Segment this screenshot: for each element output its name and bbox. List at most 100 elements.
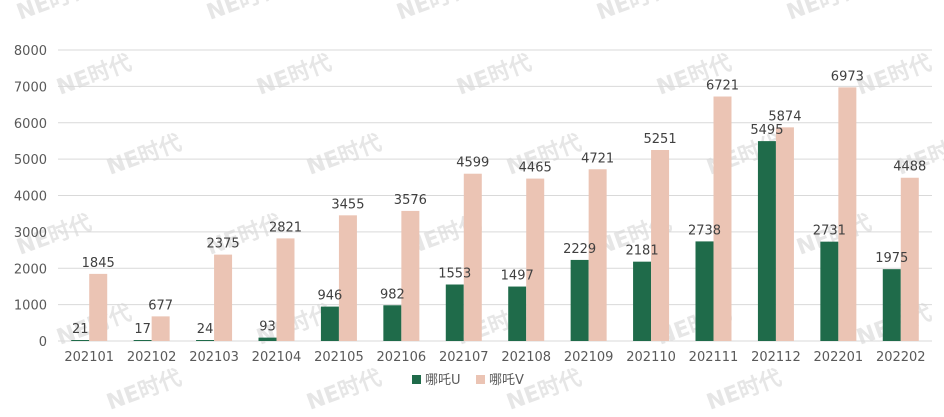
data-label: 5495 [750,123,783,138]
y-tick-label: 8000 [14,44,47,59]
data-label: 3455 [331,197,364,212]
y-tick-label: 6000 [14,117,47,132]
bar-series-v [214,254,233,341]
bar-series-v [775,127,794,341]
watermark-text: NE时代 [304,366,385,416]
watermark-text: NE时代 [594,0,675,26]
data-label: 17 [134,322,151,337]
x-tick-label: 202105 [314,350,364,365]
x-tick-label: 202103 [189,350,239,365]
legend-swatch [476,375,485,384]
data-label: 4465 [519,161,552,176]
data-label: 1553 [438,267,471,282]
data-label: 2738 [688,223,721,238]
watermark-text: NE时代 [704,366,785,416]
bar-series-u [695,241,714,341]
data-label: 2229 [563,242,596,257]
y-tick-label: 2000 [14,262,47,277]
bar-series-u [383,305,402,341]
bar-series-u [882,269,901,341]
bar-series-u [570,259,589,341]
x-tick-label: 202110 [626,350,676,365]
data-label: 2181 [626,244,659,259]
x-tick-label: 202101 [64,350,114,365]
y-tick-label: 5000 [14,153,47,168]
data-label: 2375 [207,237,240,252]
data-label: 93 [259,320,276,335]
watermark-text: NE时代 [54,51,135,101]
x-tick-label: 202112 [751,350,801,365]
data-label: 4721 [581,151,614,166]
watermark-text: NE时代 [104,366,185,416]
bar-series-u [196,340,215,341]
data-label: 24 [197,322,214,337]
y-tick-label: 0 [39,335,47,350]
y-tick-label: 4000 [14,190,47,205]
bar-series-v [713,96,732,342]
bar-series-v [526,178,545,341]
watermark-text: NE时代 [304,131,385,181]
x-tick-label: 202201 [814,350,864,365]
data-label: 4599 [456,156,489,171]
watermark-text: NE时代 [254,51,335,101]
data-label: 6973 [831,69,864,84]
data-label: 3576 [394,193,427,208]
data-label: 1497 [501,269,534,284]
x-axis: 202101 202102 202103 202104 202105 202106 2021… [64,350,925,365]
watermark-text: NE时代 [454,51,535,101]
data-label: 677 [148,298,173,313]
watermark-text: NE时代 [784,0,865,26]
y-axis: 0 1000 2000 3000 4000 5000 6000 7000 8000 [14,44,47,350]
data-label: 2731 [813,224,846,239]
bars [71,87,919,342]
bar-series-u [320,306,339,341]
x-tick-label: 202109 [564,350,614,365]
legend-label: 哪吒U [425,373,461,388]
data-label: 5874 [768,109,801,124]
watermark-text: NE时代 [394,0,475,26]
data-label: 21 [72,322,89,337]
data-label: 946 [318,289,343,304]
bar-series-u [445,284,464,341]
bar-series-u [820,241,839,341]
data-label: 6721 [706,79,739,94]
bar-series-v [338,215,357,341]
y-tick-label: 3000 [14,226,47,241]
x-tick-label: 202102 [127,350,177,365]
y-tick-label: 7000 [14,80,47,95]
bar-series-v [151,316,170,341]
legend-label: 哪吒V [489,373,524,388]
bar-series-v [588,169,607,341]
watermark-text: NE时代 [854,51,935,101]
x-tick-label: 202104 [252,350,302,365]
data-label: 1975 [875,251,908,266]
bar-series-v [401,210,420,341]
bar-series-u [508,286,527,341]
legend-swatch [412,375,421,384]
bar-series-v [900,177,919,341]
legend: 哪吒U 哪吒V [412,373,524,388]
data-label: 2821 [269,220,302,235]
bar-series-u [258,337,277,341]
gridlines [58,49,932,342]
bar-series-u [757,141,776,341]
x-tick-label: 202111 [689,350,739,365]
bar-series-u [633,261,652,341]
watermark-text: NE时代 [204,0,285,26]
data-label: 4488 [893,160,926,175]
bar-series-v [463,173,482,341]
data-label: 5251 [644,132,677,147]
data-labels: 21 1845 17 677 24 2375 93 2821 946 3455 982 3576 155… [72,69,926,337]
x-tick-label: 202202 [876,350,926,365]
x-tick-label: 202107 [439,350,489,365]
bar-series-u [71,340,90,341]
data-label: 982 [380,287,405,302]
bar-series-v [651,149,670,341]
x-tick-label: 202106 [377,350,427,365]
y-tick-label: 1000 [14,299,47,314]
bar-series-v [838,87,857,342]
watermark-text: NE时代 [14,0,95,26]
bar-series-u [133,340,152,341]
bar-series-v [89,273,108,341]
